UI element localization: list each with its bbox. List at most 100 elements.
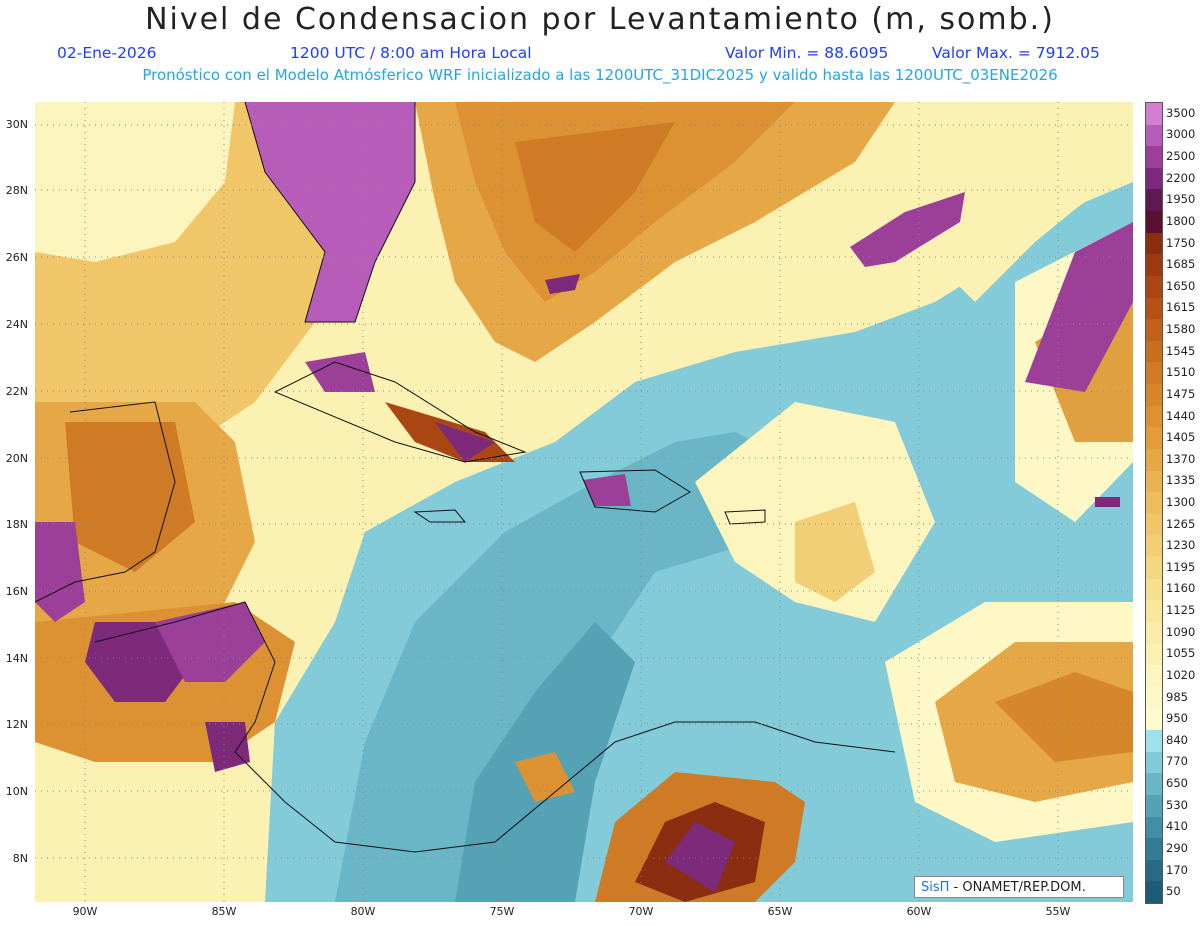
- lat-label-20n: 20N: [5, 452, 28, 465]
- lat-label-16n: 16N: [5, 585, 28, 598]
- condensation-level-map: SisΠ - ONAMET/REP.DOM.: [35, 102, 1133, 902]
- legend-label: 1370: [1166, 451, 1196, 466]
- legend-label: 840: [1166, 732, 1188, 747]
- lat-label-26n: 26N: [5, 251, 28, 264]
- legend-swatch: [1146, 448, 1162, 472]
- legend-label: 1195: [1166, 559, 1196, 574]
- legend-swatch: [1146, 773, 1162, 796]
- legend-swatch: [1146, 686, 1162, 709]
- legend-label: 3500: [1166, 105, 1196, 120]
- lat-label-12n: 12N: [5, 718, 28, 731]
- legend-label: 410: [1166, 819, 1188, 834]
- legend-swatch: [1146, 535, 1162, 558]
- legend-swatch: [1146, 189, 1162, 212]
- lon-label-90w: 90W: [72, 905, 98, 918]
- legend-swatch: [1146, 859, 1162, 882]
- credit-org: - ONAMET/REP.DOM.: [949, 880, 1086, 895]
- lat-label-18n: 18N: [5, 518, 28, 531]
- legend-swatch: [1146, 600, 1162, 623]
- lat-label-30n: 30N: [5, 118, 28, 131]
- lon-label-65w: 65W: [767, 905, 793, 918]
- legend-label: 50: [1166, 884, 1181, 899]
- forecast-date: 02-Ene-2026: [57, 44, 157, 62]
- legend-label: 1265: [1166, 516, 1196, 531]
- legend-label: 1685: [1166, 257, 1196, 272]
- legend-swatch: [1146, 665, 1162, 688]
- legend-swatch: [1146, 103, 1162, 126]
- legend-label: 170: [1166, 862, 1188, 877]
- legend-swatch: [1146, 427, 1162, 450]
- legend-swatch: [1146, 643, 1162, 666]
- legend-label: 1950: [1166, 192, 1196, 207]
- legend-label: 950: [1166, 711, 1188, 726]
- legend-swatch: [1146, 275, 1162, 299]
- lat-label-22n: 22N: [5, 385, 28, 398]
- lon-label-55w: 55W: [1045, 905, 1071, 918]
- legend-swatch: [1146, 730, 1162, 753]
- legend-label: 530: [1166, 797, 1188, 812]
- legend-label: 1510: [1166, 365, 1196, 380]
- legend-label: 1160: [1166, 581, 1196, 596]
- legend-swatch: [1146, 319, 1162, 342]
- legend-swatch: [1146, 838, 1162, 861]
- legend-label: 2200: [1166, 170, 1196, 185]
- legend-swatch: [1146, 384, 1162, 407]
- legend-swatch: [1146, 211, 1162, 234]
- legend-swatch: [1146, 881, 1162, 904]
- legend-label: 1020: [1166, 667, 1196, 682]
- legend-swatch: [1146, 297, 1162, 320]
- color-legend: [1145, 102, 1163, 904]
- legend-label: 2500: [1166, 149, 1196, 164]
- legend-label: 1300: [1166, 495, 1196, 509]
- legend-label: 290: [1166, 840, 1188, 855]
- forecast-time: 1200 UTC / 8:00 am Hora Local: [290, 44, 532, 62]
- legend-swatch: [1146, 492, 1162, 515]
- legend-swatch: [1146, 362, 1162, 385]
- legend-swatch: [1146, 557, 1162, 580]
- legend-label: 1230: [1166, 538, 1196, 553]
- credit-brand: SisΠ: [921, 880, 950, 895]
- lon-label-80w: 80W: [350, 905, 376, 918]
- lat-label-28n: 28N: [5, 184, 28, 197]
- legend-swatch: [1146, 816, 1162, 839]
- legend-label: 1580: [1166, 322, 1196, 337]
- lat-label-8n: 8N: [12, 852, 28, 865]
- lon-label-60w: 60W: [906, 905, 932, 918]
- legend-swatch: [1146, 167, 1162, 190]
- legend-swatch: [1146, 340, 1162, 363]
- lon-label-75w: 75W: [489, 905, 515, 918]
- lon-label-70w: 70W: [628, 905, 654, 918]
- legend-label: 1090: [1166, 624, 1196, 639]
- legend-swatch: [1146, 254, 1162, 277]
- legend-label: 1335: [1166, 473, 1196, 488]
- max-value: Valor Max. = 7912.05: [932, 44, 1100, 62]
- legend-swatch: [1146, 470, 1162, 493]
- lat-label-14n: 14N: [5, 652, 28, 665]
- legend-swatch: [1146, 124, 1162, 147]
- legend-label: 1615: [1166, 300, 1196, 315]
- legend-label: 1475: [1166, 386, 1196, 401]
- legend-swatch: [1146, 232, 1162, 255]
- legend-swatch: [1146, 405, 1162, 428]
- legend-label: 1800: [1166, 213, 1196, 228]
- legend-label: 770: [1166, 754, 1188, 769]
- legend-label: 1750: [1166, 235, 1196, 250]
- legend-swatch: [1146, 794, 1162, 817]
- legend-swatch: [1146, 621, 1162, 645]
- legend-label: 1405: [1166, 430, 1196, 445]
- map-field: [35, 102, 1133, 902]
- lat-label-10n: 10N: [5, 785, 28, 798]
- legend-label: 1440: [1166, 408, 1196, 423]
- legend-swatch: [1146, 578, 1162, 601]
- lon-label-85w: 85W: [211, 905, 237, 918]
- model-subtitle: Pronóstico con el Modelo Atmósferico WRF…: [142, 66, 1058, 84]
- legend-label: 1055: [1166, 646, 1196, 661]
- legend-swatch: [1146, 146, 1162, 169]
- legend-swatch: [1146, 513, 1162, 536]
- legend-label: 1125: [1166, 603, 1196, 618]
- lat-label-24n: 24N: [5, 318, 28, 331]
- credit-box: SisΠ - ONAMET/REP.DOM.: [914, 876, 1124, 898]
- min-value: Valor Min. = 88.6095: [725, 44, 889, 62]
- legend-swatch: [1146, 751, 1162, 774]
- legend-label: 3000: [1166, 127, 1196, 142]
